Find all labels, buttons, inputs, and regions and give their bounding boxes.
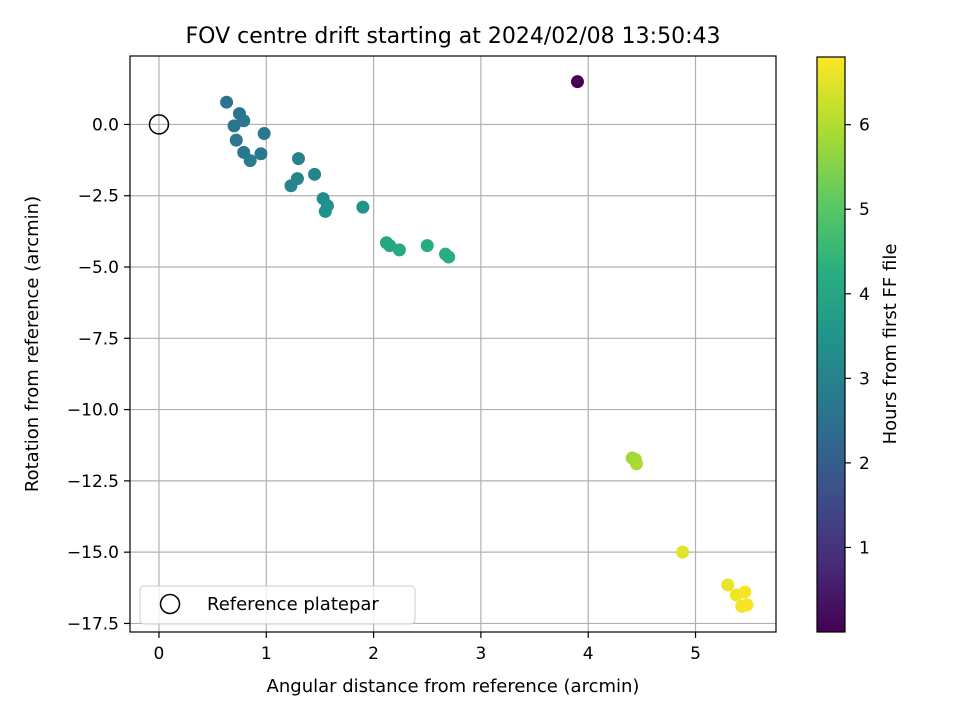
legend-marker-icon (159, 593, 181, 615)
colorbar-axis: 1 2 3 4 5 6 (845, 116, 870, 558)
data-point (570, 75, 584, 89)
colorbar-label: Hours from first FF file (880, 244, 901, 445)
data-point (227, 119, 241, 133)
x-axis: 0 1 2 3 4 5 (154, 632, 701, 664)
y-tick-label: −12.5 (67, 472, 119, 492)
y-axis-label: Rotation from reference (arcmin) (22, 196, 43, 492)
y-tick-label: −5.0 (78, 258, 119, 278)
legend: Reference platepar (139, 585, 416, 625)
data-point (420, 239, 434, 253)
x-tick-label: 4 (583, 644, 594, 664)
y-tick-label: −17.5 (67, 614, 119, 634)
data-point (442, 250, 456, 264)
legend-entry-reference-platepar: Reference platepar (207, 594, 379, 615)
data-point (740, 598, 754, 612)
colorbar-tick-label: 6 (859, 116, 870, 136)
x-tick-label: 0 (154, 644, 165, 664)
data-point (291, 152, 305, 166)
data-point (738, 585, 752, 599)
data-point (392, 243, 406, 257)
data-point (721, 578, 735, 592)
y-tick-label: −10.0 (67, 401, 119, 421)
data-point (243, 154, 257, 168)
y-tick-label: −2.5 (78, 187, 119, 207)
reference-platepar-marker (148, 114, 170, 135)
x-tick-label: 2 (368, 644, 379, 664)
y-axis: 0.0 −2.5 −5.0 −7.5 −10.0 −12.5 −15.0 −17.5 (67, 115, 130, 634)
colorbar-tick-label: 3 (859, 369, 870, 389)
y-tick-label: −7.5 (78, 329, 119, 349)
legend-box (139, 585, 416, 625)
data-point (237, 114, 251, 128)
data-point (254, 147, 268, 161)
data-point (629, 457, 643, 471)
x-tick-label: 5 (690, 644, 701, 664)
x-axis-label: Angular distance from reference (arcmin) (267, 676, 640, 697)
data-point (257, 127, 271, 141)
data-point (308, 167, 322, 181)
data-point (220, 95, 234, 109)
y-tick-label: 0.0 (92, 115, 119, 135)
grid (130, 56, 776, 632)
data-point (284, 179, 298, 193)
data-points (220, 75, 754, 613)
chart-title: FOV centre drift starting at 2024/02/08 … (186, 24, 721, 49)
colorbar-tick-label: 1 (859, 538, 870, 558)
plot-frame (129, 55, 777, 633)
data-point (356, 200, 370, 214)
x-tick-label: 1 (261, 644, 272, 664)
x-tick-label: 3 (475, 644, 486, 664)
data-point (229, 133, 243, 147)
colorbar (816, 56, 846, 633)
data-point (318, 204, 332, 218)
colorbar-tick-label: 5 (859, 200, 870, 220)
data-point (676, 545, 690, 559)
colorbar-tick-label: 4 (859, 285, 870, 305)
colorbar-tick-label: 2 (859, 454, 870, 474)
y-tick-label: −15.0 (67, 543, 119, 563)
